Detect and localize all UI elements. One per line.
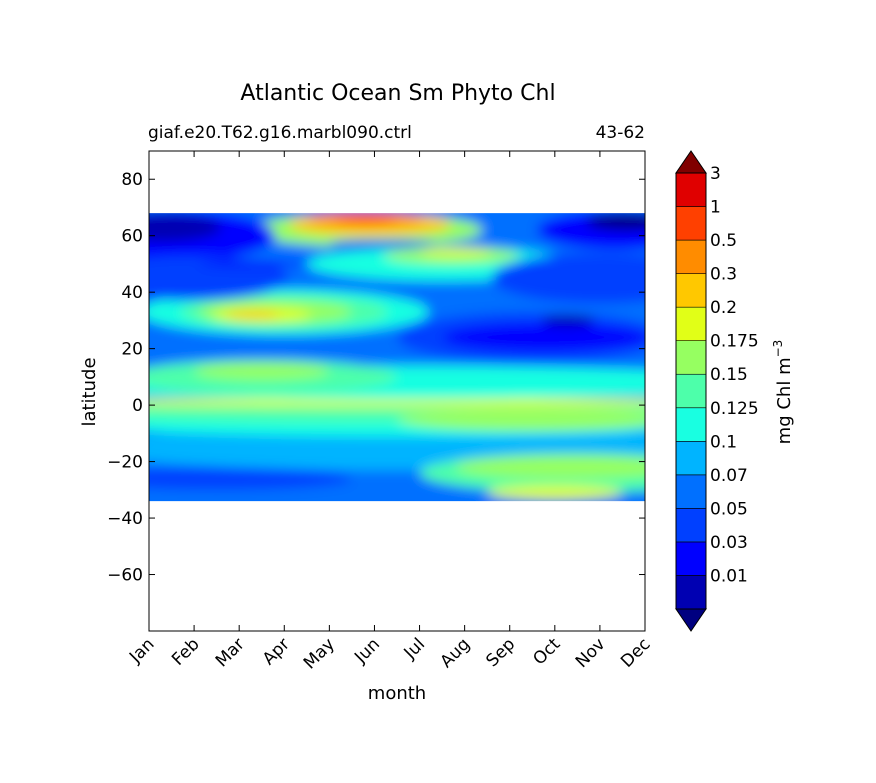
colorbar-tick-label: 0.2 <box>710 298 737 318</box>
y-tick-label: −20 <box>107 453 143 473</box>
colorbar-segment <box>675 575 707 610</box>
y-tick-label: −60 <box>107 566 143 586</box>
colorbar-segment <box>675 273 707 308</box>
plot-frame <box>148 150 646 632</box>
colorbar-tick-label: 1 <box>710 198 721 218</box>
colorbar-label: mg Chl m−3 <box>771 340 795 445</box>
x-tick-label: Nov <box>572 634 610 672</box>
colorbar-extend-min <box>675 608 707 632</box>
colorbar-segment <box>675 206 707 241</box>
y-tick-label: 60 <box>121 227 143 247</box>
y-axis: 80 60 40 20 0 −20 −40 −60 <box>107 170 645 586</box>
x-tick-label: Oct <box>529 634 564 669</box>
y-tick-label: −40 <box>107 509 143 529</box>
colorbar-segment <box>675 508 707 543</box>
colorbar-segment <box>675 340 707 375</box>
x-tick-label: Feb <box>168 634 203 669</box>
colorbar-segment <box>675 306 707 341</box>
colorbar-tick-label: 0.03 <box>710 533 748 553</box>
colorbar-tick-label: 0.1 <box>710 432 737 452</box>
x-tick-label: Dec <box>617 634 654 671</box>
contour-field <box>149 213 645 502</box>
y-tick-label: 20 <box>121 340 143 360</box>
y-tick-label: 0 <box>132 396 143 416</box>
y-tick-label: 80 <box>121 170 143 190</box>
x-tick-label: Apr <box>259 634 294 669</box>
x-tick-label: Jan <box>125 634 158 667</box>
x-tick-label: Mar <box>212 634 249 671</box>
x-tick-label: Jul <box>400 634 429 663</box>
colorbar-tick-label: 0.07 <box>710 466 748 486</box>
colorbar-tick-label: 0.125 <box>710 399 759 419</box>
colorbar-frame <box>675 172 707 610</box>
y-axis-label: latitude <box>79 357 100 426</box>
plot-area: Jan Feb Mar Apr May Jun Jul Aug Sep Oct Nov Dec 80 6… <box>107 150 655 673</box>
colorbar-segment <box>675 474 707 509</box>
x-axis-label: month <box>368 683 426 704</box>
x-tick-label: May <box>300 634 339 673</box>
colorbar-segment <box>675 239 707 274</box>
colorbar-segment <box>675 172 707 207</box>
colorbar-tick-label: 3 <box>710 164 721 184</box>
x-tick-label: Aug <box>437 634 475 672</box>
chart-title: Atlantic Ocean Sm Phyto Chl <box>240 81 555 106</box>
colorbar-segment <box>675 441 707 476</box>
colorbar-extend-max <box>675 150 707 174</box>
x-tick-label: Jun <box>350 634 384 668</box>
colorbar-tick-label: 0.5 <box>710 231 737 251</box>
colorbar-segment <box>675 541 707 576</box>
colorbar-segment <box>675 373 707 409</box>
colorbar-tick-label: 0.01 <box>710 566 748 586</box>
colorbar-tick-label: 0.15 <box>710 365 748 385</box>
chart-subtitle-left: giaf.e20.T62.g16.marbl090.ctrl <box>148 123 412 143</box>
colorbar-segment <box>675 407 707 442</box>
colorbar-tick-label: 0.3 <box>710 265 737 285</box>
colorbar-tick-label: 0.05 <box>710 499 748 519</box>
x-tick-label: Sep <box>482 634 519 671</box>
colorbar: 0.01 0.03 0.05 0.07 0.1 0.125 0.15 0.175 0.2 0.3 0… <box>675 150 759 632</box>
colorbar-tick-label: 0.175 <box>710 332 759 352</box>
chart-subtitle-right: 43-62 <box>596 123 645 143</box>
y-tick-label: 40 <box>121 283 143 303</box>
